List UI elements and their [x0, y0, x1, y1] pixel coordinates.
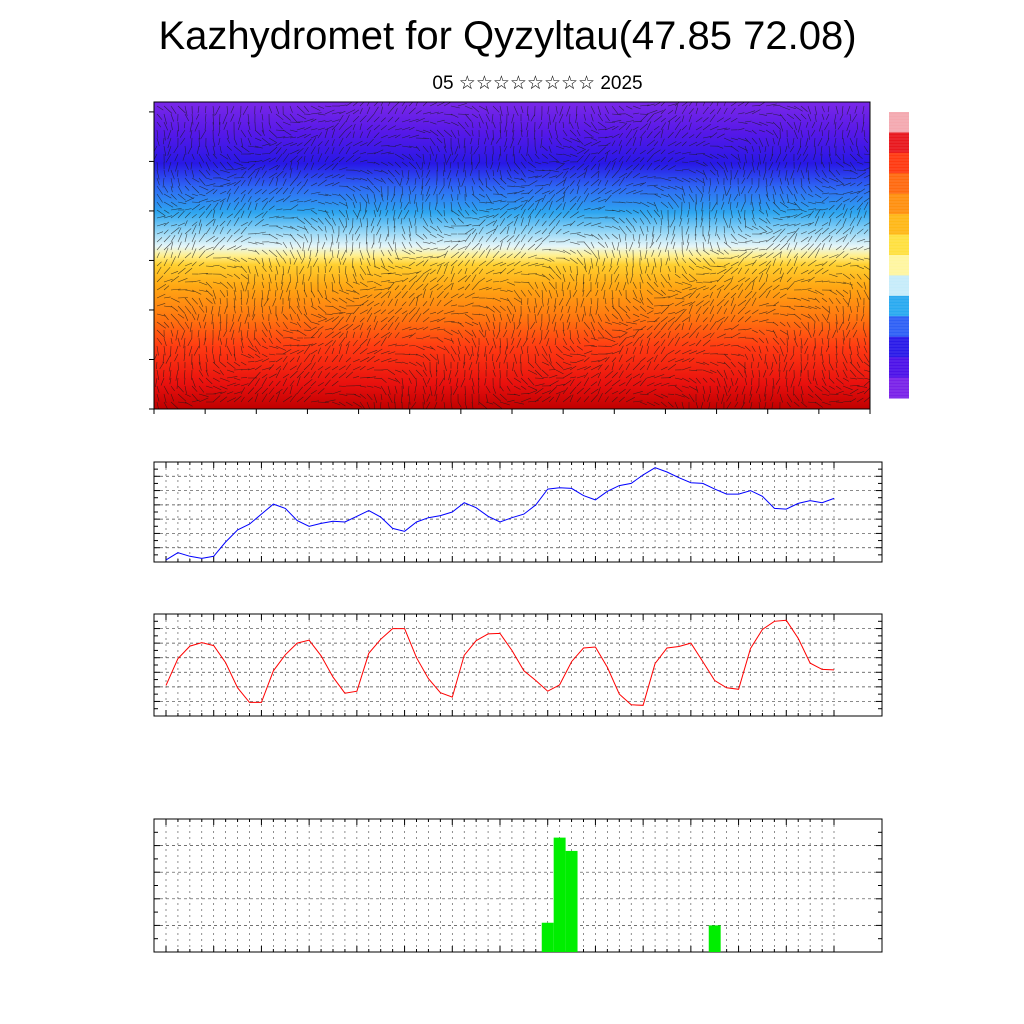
colorbar-swatch — [889, 336, 909, 358]
colorbar-swatch — [889, 316, 909, 338]
temp-chart — [153, 613, 883, 717]
precip-bar — [708, 925, 721, 952]
colorbar-swatch — [889, 234, 909, 256]
colorbar-stripes — [889, 111, 909, 398]
temperature-cross-section — [149, 101, 871, 414]
page-subtitle: 05 ☆☆☆☆☆☆☆☆ 2025 — [432, 73, 643, 94]
colorbar-swatch — [889, 255, 909, 276]
plot-frame — [153, 818, 883, 953]
colorbar — [889, 111, 909, 399]
heatmap-field — [154, 102, 870, 409]
page-title: Kazhydromet for Qyzyltau(47.85 72.08) — [158, 14, 857, 58]
colorbar-swatch — [889, 132, 909, 154]
plot-frame — [153, 613, 883, 717]
wind-barb-paths — [154, 102, 870, 409]
pmsl-series-line — [165, 467, 835, 561]
colorbar-swatch — [889, 112, 909, 133]
colorbar-swatch — [889, 214, 909, 236]
colorbar-swatch — [889, 193, 909, 215]
precip-bar — [553, 837, 566, 952]
pmsl-chart — [153, 461, 883, 563]
colorbar-swatch — [889, 357, 909, 379]
temp-series-line — [165, 619, 835, 706]
colorbar-swatch — [889, 295, 909, 317]
colorbar-swatch — [889, 377, 909, 399]
precip-bar — [541, 922, 554, 952]
precip-bar — [565, 850, 578, 952]
colorbar-swatch — [889, 275, 909, 297]
precip-chart — [153, 818, 883, 953]
colorbar-swatch — [889, 152, 909, 174]
colorbar-swatch — [889, 173, 909, 195]
wind-barbs — [154, 102, 870, 409]
plot-frame — [153, 461, 883, 563]
